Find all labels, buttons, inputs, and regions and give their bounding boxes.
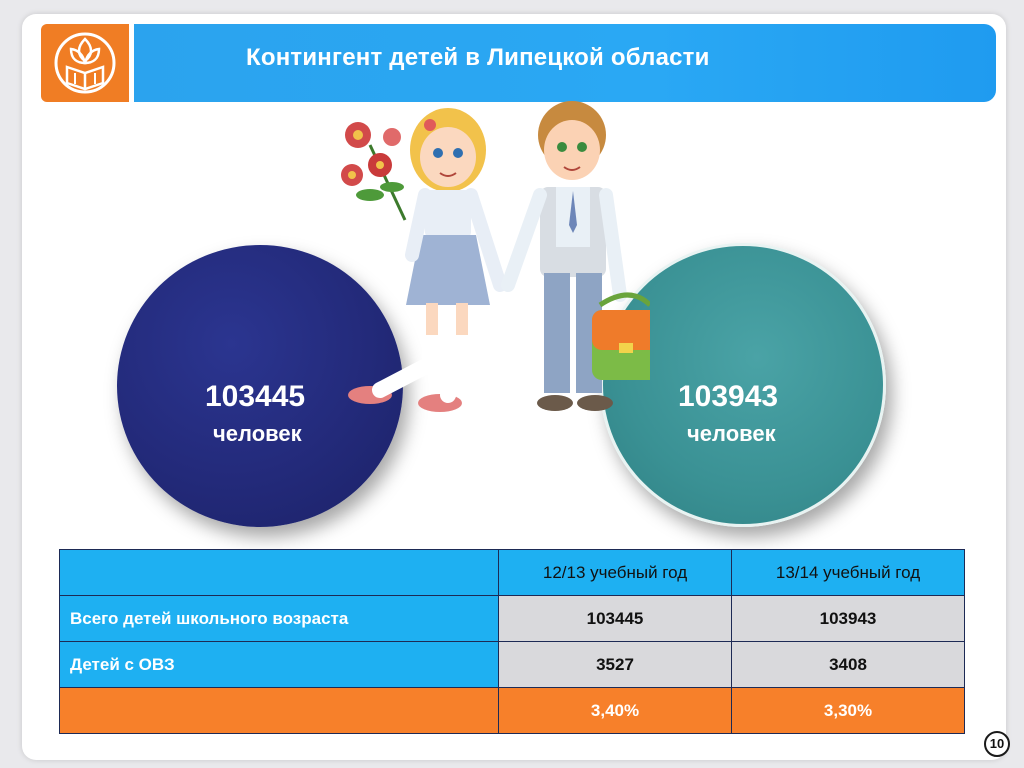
row-label — [59, 687, 499, 734]
table-cell: 3408 — [731, 641, 965, 688]
book-flower-emblem-icon — [54, 32, 116, 94]
table-row: 3,40% 3,30% — [59, 687, 965, 734]
table-header-cell — [59, 549, 499, 596]
circle-left: 103445 человек — [117, 245, 403, 527]
table-cell: 3,40% — [498, 687, 732, 734]
row-label: Всего детей школьного возраста — [59, 595, 499, 642]
girl-figure — [348, 108, 507, 412]
circle-left-unit: человек — [213, 421, 302, 446]
data-table: 12/13 учебный год 13/14 учебный год Всег… — [59, 549, 965, 734]
table-cell: 3,30% — [731, 687, 965, 734]
table-row: Всего детей школьного возраста 103445 10… — [59, 595, 965, 642]
page-number: 10 — [984, 731, 1010, 757]
circle-left-value: 103445 — [205, 380, 306, 413]
logo — [41, 24, 129, 102]
flower-bouquet-icon — [341, 122, 407, 221]
row-label: Детей с ОВЗ — [59, 641, 499, 688]
circle-right: 103943 человек — [600, 243, 886, 527]
school-bag-icon — [592, 292, 650, 380]
table-header-cell: 13/14 учебный год — [731, 549, 965, 596]
table-cell: 3527 — [498, 641, 732, 688]
table-header-cell: 12/13 учебный год — [498, 549, 732, 596]
table-cell: 103445 — [498, 595, 732, 642]
header-bar: Контингент детей в Липецкой области — [134, 24, 996, 102]
circle-right-unit: человек — [687, 421, 776, 446]
table-header-row: 12/13 учебный год 13/14 учебный год — [59, 549, 965, 596]
children-illustration — [341, 101, 650, 412]
table-cell: 103943 — [731, 595, 965, 642]
page-title: Контингент детей в Липецкой области — [246, 44, 710, 71]
boy-figure — [501, 101, 627, 411]
circle-right-value: 103943 — [678, 380, 779, 413]
table-row: Детей с ОВЗ 3527 3408 — [59, 641, 965, 688]
